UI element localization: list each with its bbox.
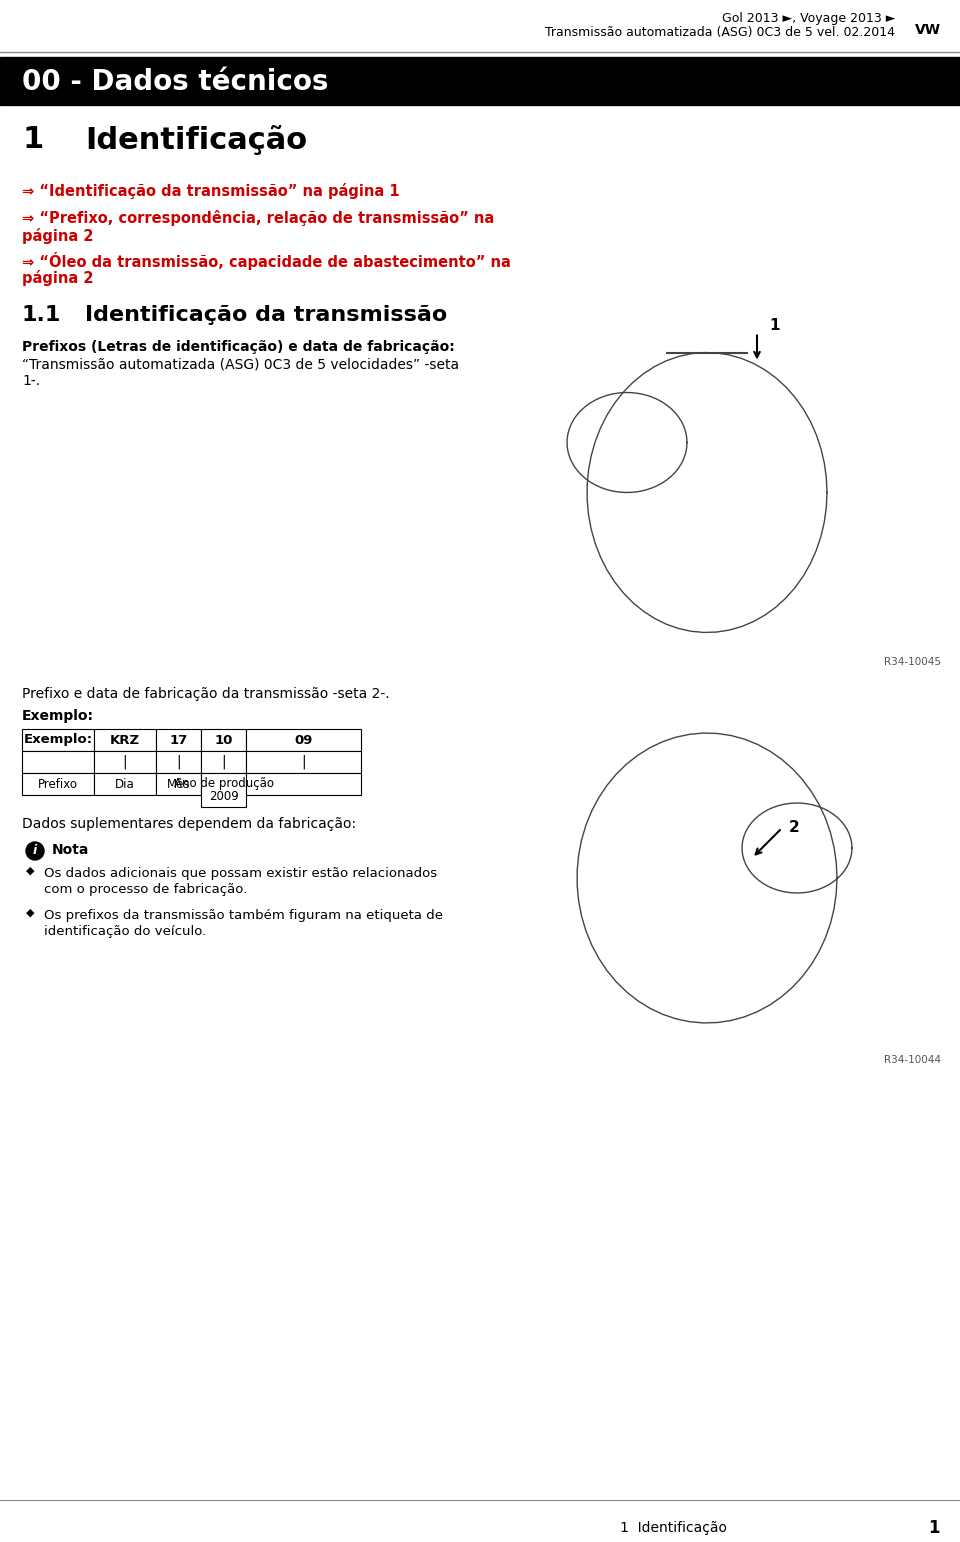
Text: 1  Identificação: 1 Identificação xyxy=(620,1520,727,1534)
Bar xyxy=(22,751,94,773)
Text: ◆: ◆ xyxy=(26,908,35,917)
Text: Dados suplementares dependem da fabricação:: Dados suplementares dependem da fabricaç… xyxy=(22,817,356,831)
Bar xyxy=(488,310,946,675)
Text: “Transmissão automatizada (ASG) 0C3 de 5 velocidades” -seta: “Transmissão automatizada (ASG) 0C3 de 5… xyxy=(22,358,459,372)
Bar xyxy=(22,773,94,796)
Text: Nota: Nota xyxy=(52,843,89,857)
Text: Exemplo:: Exemplo: xyxy=(22,709,94,723)
Bar xyxy=(156,751,201,773)
Text: identificação do veículo.: identificação do veículo. xyxy=(44,925,206,938)
Text: Identificação da transmissão: Identificação da transmissão xyxy=(85,305,447,325)
Text: Os prefixos da transmissão também figuram na etiqueta de: Os prefixos da transmissão também figura… xyxy=(44,908,443,922)
Bar xyxy=(0,57,960,105)
Text: Dia: Dia xyxy=(115,777,134,791)
Text: com o processo de fabricação.: com o processo de fabricação. xyxy=(44,884,248,896)
Text: KRZ: KRZ xyxy=(110,734,140,746)
Text: i: i xyxy=(33,845,37,857)
Text: página 2: página 2 xyxy=(22,228,93,244)
Text: 09: 09 xyxy=(295,734,313,746)
Bar xyxy=(201,773,246,806)
Text: 17: 17 xyxy=(169,734,187,746)
Text: |: | xyxy=(177,754,180,769)
Text: 1-.: 1-. xyxy=(22,375,40,389)
Text: Prefixo: Prefixo xyxy=(38,777,78,791)
Text: Identificação: Identificação xyxy=(85,125,307,156)
Text: 1: 1 xyxy=(928,1519,940,1537)
Text: Ano de produção: Ano de produção xyxy=(174,777,274,790)
Bar xyxy=(246,773,361,796)
Bar xyxy=(201,729,246,751)
Text: 1.1: 1.1 xyxy=(22,305,61,325)
Text: Prefixo e data de fabricação da transmissão -seta 2-.: Prefixo e data de fabricação da transmis… xyxy=(22,688,390,702)
Text: Gol 2013 ►, Voyage 2013 ►: Gol 2013 ►, Voyage 2013 ► xyxy=(722,12,895,25)
Text: 10: 10 xyxy=(214,734,232,746)
Text: ◆: ◆ xyxy=(26,867,35,876)
Bar xyxy=(246,751,361,773)
Text: |: | xyxy=(221,754,226,769)
Bar xyxy=(156,773,201,796)
Bar xyxy=(201,751,246,773)
Text: Exemplo:: Exemplo: xyxy=(23,734,92,746)
Bar xyxy=(94,773,156,796)
Bar xyxy=(94,729,156,751)
Text: ⇒ “Óleo da transmissão, capacidade de abastecimento” na: ⇒ “Óleo da transmissão, capacidade de ab… xyxy=(22,251,511,270)
Text: Mês: Mês xyxy=(167,777,190,791)
Text: 1: 1 xyxy=(22,125,43,154)
Text: R34-10045: R34-10045 xyxy=(884,657,941,668)
Text: 2: 2 xyxy=(789,820,800,836)
Text: página 2: página 2 xyxy=(22,270,93,285)
Bar xyxy=(156,729,201,751)
Text: ⇒ “Identificação da transmissão” na página 1: ⇒ “Identificação da transmissão” na pági… xyxy=(22,183,399,199)
Circle shape xyxy=(26,842,44,860)
Text: Prefixos (Letras de identificação) e data de fabricação:: Prefixos (Letras de identificação) e dat… xyxy=(22,339,455,355)
Bar xyxy=(94,751,156,773)
Text: |: | xyxy=(123,754,128,769)
Circle shape xyxy=(906,8,950,52)
Bar xyxy=(22,729,94,751)
Text: 2009: 2009 xyxy=(208,791,238,803)
Text: Transmissão automatizada (ASG) 0C3 de 5 vel. 02.2014: Transmissão automatizada (ASG) 0C3 de 5 … xyxy=(545,26,895,39)
Bar xyxy=(246,729,361,751)
Text: VW: VW xyxy=(915,23,941,37)
Text: R34-10044: R34-10044 xyxy=(884,1055,941,1066)
Text: ⇒ “Prefixo, correspondência, relação de transmissão” na: ⇒ “Prefixo, correspondência, relação de … xyxy=(22,210,494,227)
Text: |: | xyxy=(301,754,306,769)
Text: Os dados adicionais que possam existir estão relacionados: Os dados adicionais que possam existir e… xyxy=(44,867,437,880)
Text: 1: 1 xyxy=(769,318,780,333)
Bar xyxy=(488,683,946,1073)
Text: 00 - Dados técnicos: 00 - Dados técnicos xyxy=(22,68,328,96)
